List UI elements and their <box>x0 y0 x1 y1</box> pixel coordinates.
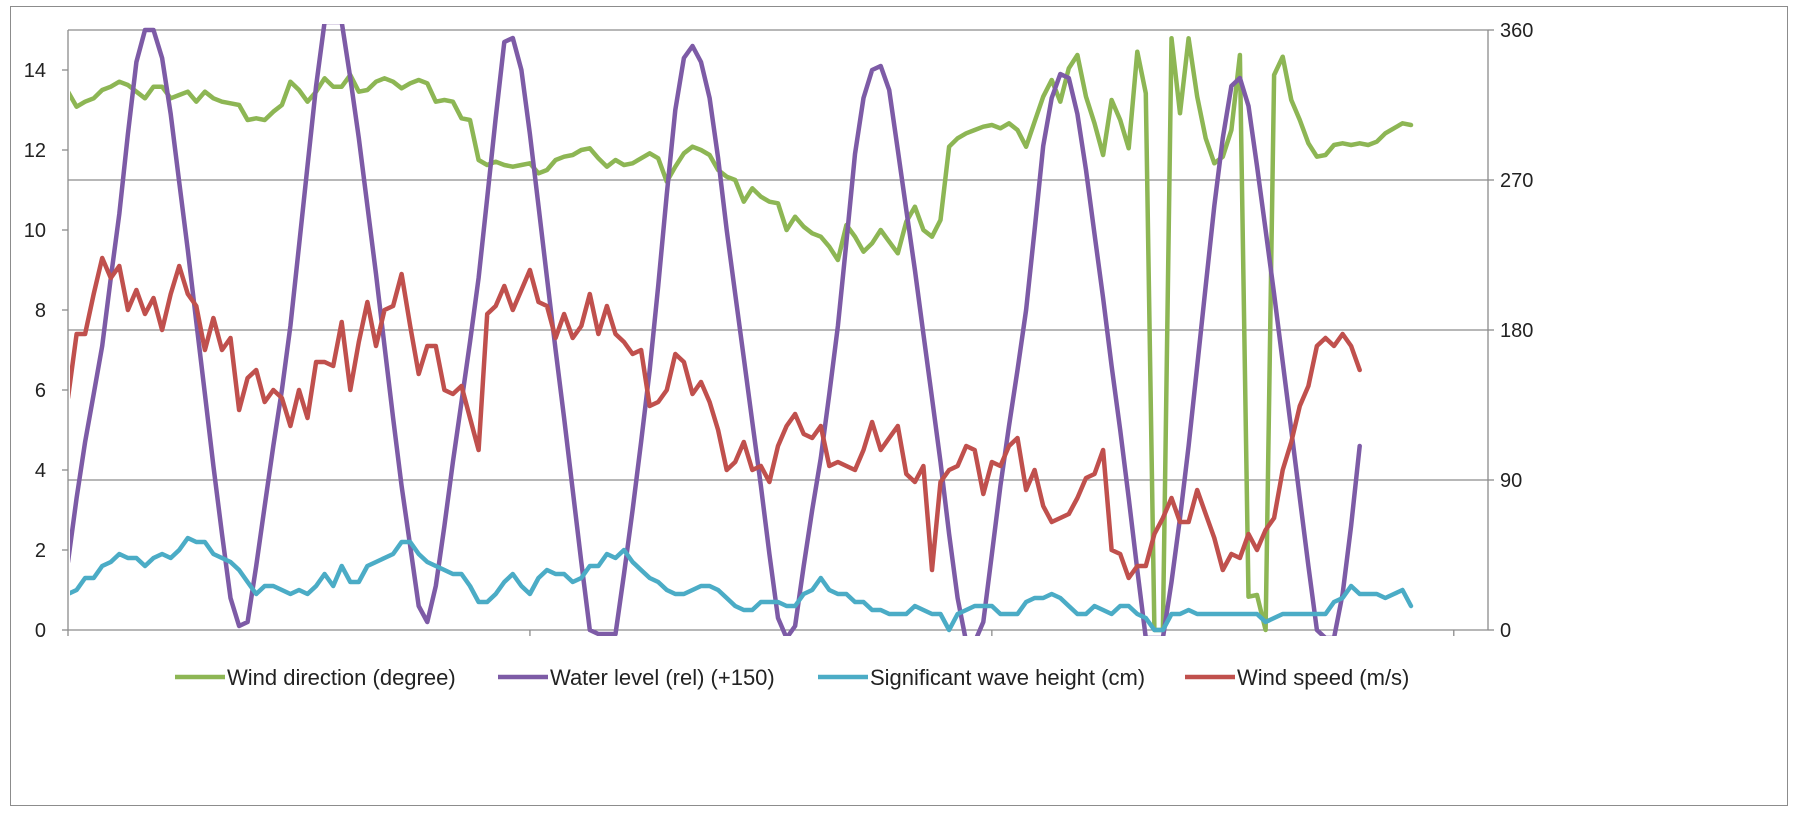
chart-frame <box>10 6 1788 806</box>
tick-labels: 0 2 4 6 8 10 12 14 0 90 180 270 360 <box>24 20 1534 642</box>
left-tick-label: 4 <box>35 460 46 482</box>
series-line-2 <box>70 535 1414 633</box>
right-tick-label: 360 <box>1500 20 1533 42</box>
left-tick-label: 8 <box>35 300 46 322</box>
right-tick-label: 180 <box>1500 320 1533 342</box>
axes <box>62 29 1494 636</box>
legend-label-1: Water level (rel) (+150) <box>550 665 775 690</box>
series-lines <box>70 24 1414 636</box>
legend: Wind direction (degree) Water level (rel)… <box>175 665 1409 690</box>
right-tick-label: 0 <box>1500 620 1511 642</box>
right-tick-label: 270 <box>1500 170 1533 192</box>
left-tick-label: 6 <box>35 380 46 402</box>
series-line-1 <box>70 24 1362 636</box>
legend-label-0: Wind direction (degree) <box>227 665 456 690</box>
left-tick-label: 14 <box>24 60 46 82</box>
legend-label-2: Significant wave height (cm) <box>870 665 1145 690</box>
series-line-0 <box>70 36 1414 633</box>
left-tick-label: 10 <box>24 220 46 242</box>
left-tick-label: 12 <box>24 140 46 162</box>
legend-label-3: Wind speed (m/s) <box>1237 665 1409 690</box>
right-tick-label: 90 <box>1500 470 1522 492</box>
series-line-3 <box>70 255 1362 581</box>
left-tick-label: 0 <box>35 620 46 642</box>
left-tick-label: 2 <box>35 540 46 562</box>
